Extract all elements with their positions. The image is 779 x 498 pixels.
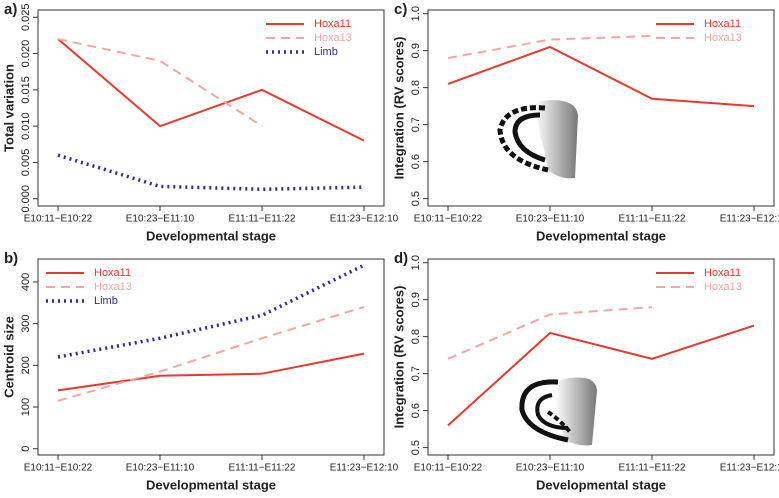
series-line (57, 38, 365, 142)
y-tick-label: 0.6 (410, 403, 422, 418)
y-tick-label: 0.8 (410, 80, 422, 95)
legend-label: Limb (314, 46, 338, 58)
panel-label: c) (394, 1, 407, 18)
y-tick-label: 0.6 (410, 154, 422, 169)
y-tick-label: 0.015 (20, 76, 32, 104)
plot-frame (427, 258, 775, 456)
x-tick-label: E10:11−E10:22 (24, 214, 93, 225)
x-tick-label: E10:23−E11:10 (126, 463, 195, 474)
panel-label: a) (4, 1, 17, 18)
series-line (447, 45, 755, 108)
x-tick-label: E10:11−E10:22 (414, 463, 483, 474)
legend-label: Hoxa13 (94, 281, 132, 293)
x-tick-label: E11:11−E11:22 (228, 463, 295, 474)
x-tick-label: E10:23−E11:10 (516, 463, 585, 474)
x-tick-label: E10:11−E10:22 (24, 463, 93, 474)
plot-frame (37, 9, 385, 207)
series-line (57, 153, 365, 192)
panel: c) Integration (RV scores) Developmental s… (391, 1, 779, 243)
y-tick-label: 0.005 (20, 149, 32, 177)
x-tick-label: E11:23−E12:10 (720, 214, 779, 225)
legend-label: Hoxa11 (704, 267, 741, 279)
legend-label: Hoxa13 (704, 281, 742, 293)
x-axis-title: Developmental stage (146, 477, 276, 492)
panel: b) Centroid size Developmental stage 0 100 20… (1, 250, 398, 492)
x-tick-label: E10:23−E11:10 (516, 214, 585, 225)
x-tick-label: E11:11−E11:22 (618, 463, 685, 474)
y-tick-label: 0.000 (20, 185, 32, 213)
y-tick-label: 0 (20, 446, 32, 452)
y-tick-label: 0.9 (410, 43, 422, 58)
x-axis-title: Developmental stage (536, 228, 666, 243)
legend-label: Hoxa11 (314, 18, 351, 30)
legend-label: Hoxa13 (314, 32, 352, 44)
legend-label: Hoxa11 (94, 267, 131, 279)
x-tick-label: E11:23−E12:10 (720, 463, 779, 474)
panel: d) Integration (RV scores) Developmental s… (391, 250, 779, 492)
y-tick-label: 200 (20, 356, 32, 374)
y-tick-label: 0.010 (20, 112, 32, 140)
legend-label: Hoxa11 (704, 18, 741, 30)
x-tick-label: E10:23−E11:10 (126, 214, 195, 225)
y-tick-label: 300 (20, 314, 32, 332)
y-tick-label: 100 (20, 398, 32, 416)
series-line (57, 352, 365, 392)
legend-label: Hoxa13 (704, 32, 742, 44)
y-tick-label: 1.0 (410, 6, 422, 21)
y-tick-label: 0.025 (20, 3, 32, 31)
y-tick-label: 400 (20, 273, 32, 291)
x-tick-label: E11:23−E12:10 (330, 463, 399, 474)
plot-frame (37, 258, 385, 456)
y-axis-title: Integration (RV scores) (391, 286, 406, 429)
y-tick-label: 0.7 (410, 117, 422, 132)
y-tick-label: 0.020 (20, 40, 32, 68)
y-tick-label: 0.8 (410, 329, 422, 344)
series-line (57, 38, 263, 127)
x-tick-label: E11:23−E12:10 (330, 214, 399, 225)
y-axis-title: Total variation (1, 64, 16, 152)
series-line (57, 263, 365, 359)
y-tick-label: 1.0 (410, 255, 422, 270)
panel-label: b) (4, 250, 18, 267)
y-tick-label: 0.7 (410, 366, 422, 381)
series-line (447, 306, 653, 360)
y-tick-label: 0.5 (410, 440, 422, 455)
y-axis-title: Centroid size (1, 316, 16, 398)
x-axis-title: Developmental stage (146, 228, 276, 243)
legend-label: Limb (94, 295, 118, 307)
y-tick-label: 0.5 (410, 191, 422, 206)
x-tick-label: E11:11−E11:22 (618, 214, 685, 225)
y-tick-label: 0.9 (410, 292, 422, 307)
limb-icon (497, 100, 578, 179)
y-axis-title: Integration (RV scores) (391, 37, 406, 180)
series-line (57, 306, 365, 402)
panel-label: d) (394, 250, 408, 267)
series-line (447, 324, 755, 427)
x-tick-label: E11:11−E11:22 (228, 214, 295, 225)
panel: a) Total variation Developmental stage 0.00… (1, 1, 398, 243)
x-axis-title: Developmental stage (536, 477, 666, 492)
series-line (447, 34, 653, 60)
plot-frame (427, 9, 775, 207)
x-tick-label: E10:11−E10:22 (414, 214, 483, 225)
limb-icon (519, 377, 597, 446)
